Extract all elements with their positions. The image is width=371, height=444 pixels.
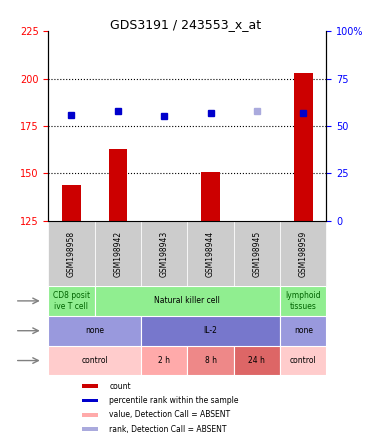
FancyBboxPatch shape [95, 221, 141, 286]
FancyBboxPatch shape [280, 286, 326, 316]
Text: GSM198943: GSM198943 [160, 230, 169, 277]
FancyBboxPatch shape [141, 345, 187, 376]
FancyBboxPatch shape [82, 413, 98, 416]
FancyBboxPatch shape [82, 399, 98, 402]
Text: rank, Detection Call = ABSENT: rank, Detection Call = ABSENT [109, 424, 227, 434]
FancyBboxPatch shape [141, 316, 280, 345]
FancyBboxPatch shape [234, 345, 280, 376]
Text: CD8 posit
ive T cell: CD8 posit ive T cell [53, 291, 90, 311]
FancyBboxPatch shape [280, 316, 326, 345]
Text: percentile rank within the sample: percentile rank within the sample [109, 396, 239, 405]
FancyBboxPatch shape [82, 428, 98, 431]
FancyBboxPatch shape [280, 221, 326, 286]
Text: GDS3191 / 243553_x_at: GDS3191 / 243553_x_at [110, 18, 261, 31]
Text: GSM198958: GSM198958 [67, 230, 76, 277]
FancyBboxPatch shape [48, 316, 141, 345]
Text: GSM198945: GSM198945 [252, 230, 262, 277]
FancyBboxPatch shape [280, 345, 326, 376]
Text: Natural killer cell: Natural killer cell [154, 297, 220, 305]
Text: GSM198944: GSM198944 [206, 230, 215, 277]
Bar [294, 73, 312, 221]
Text: none: none [85, 326, 104, 335]
Text: none: none [294, 326, 313, 335]
FancyBboxPatch shape [234, 221, 280, 286]
FancyBboxPatch shape [48, 286, 95, 316]
Text: value, Detection Call = ABSENT: value, Detection Call = ABSENT [109, 410, 230, 419]
Bar [201, 171, 220, 221]
Text: lymphoid
tissues: lymphoid tissues [285, 291, 321, 311]
Bar [155, 221, 174, 223]
FancyBboxPatch shape [48, 221, 95, 286]
Text: 8 h: 8 h [204, 356, 217, 365]
Bar [109, 149, 127, 221]
FancyBboxPatch shape [95, 286, 280, 316]
Text: IL-2: IL-2 [204, 326, 217, 335]
Text: GSM198942: GSM198942 [113, 230, 122, 277]
Text: GSM198959: GSM198959 [299, 230, 308, 277]
Text: 2 h: 2 h [158, 356, 170, 365]
Text: control: control [81, 356, 108, 365]
FancyBboxPatch shape [82, 385, 98, 388]
Bar [62, 185, 81, 221]
Text: 24 h: 24 h [249, 356, 265, 365]
Text: count: count [109, 382, 131, 391]
FancyBboxPatch shape [141, 221, 187, 286]
Text: control: control [290, 356, 317, 365]
FancyBboxPatch shape [187, 221, 234, 286]
FancyBboxPatch shape [48, 345, 141, 376]
FancyBboxPatch shape [187, 345, 234, 376]
